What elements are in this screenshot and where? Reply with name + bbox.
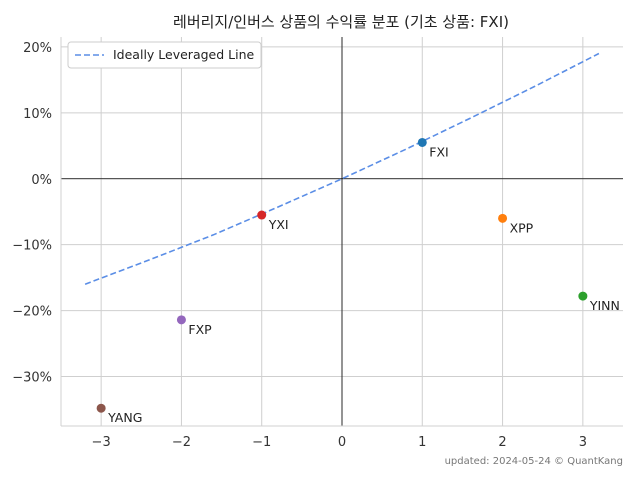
y-tick-label: −10%	[12, 239, 52, 254]
point-label-yang: YANG	[107, 410, 142, 425]
point-yxi	[257, 210, 267, 220]
y-tick-label: −30%	[12, 371, 52, 386]
point-yang	[96, 403, 106, 413]
x-tick-label: 0	[338, 435, 346, 450]
x-tick-label: −1	[252, 435, 271, 450]
legend-label: Ideally Leveraged Line	[113, 47, 255, 62]
point-xpp	[498, 213, 508, 223]
ideal-line-group	[84, 52, 600, 285]
y-tick-labels: 20% 10% 0% −10% −20% −30%	[12, 41, 52, 386]
y-tick-label: −20%	[12, 305, 52, 320]
plot-frame	[60, 37, 623, 427]
x-tick-label: 3	[579, 435, 587, 450]
point-label-yxi: YXI	[268, 217, 289, 232]
point-label-yinn: YINN	[589, 298, 620, 313]
point-label-fxi: FXI	[429, 144, 448, 159]
x-tick-labels: −3 −2 −1 0 1 2 3	[92, 435, 587, 450]
x-tick-label: −3	[92, 435, 111, 450]
ideal-leveraged-line	[84, 52, 600, 285]
point-label-fxp: FXP	[188, 322, 212, 337]
point-fxi	[417, 137, 427, 147]
point-label-xpp: XPP	[510, 220, 534, 235]
y-tick-label: 0%	[31, 173, 52, 188]
point-yinn	[578, 291, 588, 301]
legend-box	[67, 41, 262, 69]
y-tick-label: 20%	[23, 41, 52, 56]
chart-title: 레버리지/인버스 상품의 수익률 분포 (기초 상품: FXI)	[173, 13, 509, 31]
x-tick-label: 1	[418, 435, 426, 450]
x-tick-label: −2	[172, 435, 191, 450]
zero-axes	[61, 37, 623, 426]
legend: Ideally Leveraged Line	[67, 41, 262, 69]
point-fxp	[176, 315, 186, 325]
data-points: FXI YXI XPP YINN FXP YANG	[96, 137, 620, 425]
x-tick-label: 2	[498, 435, 506, 450]
footer-credit: updated: 2024-05-24 © QuantKang	[445, 456, 623, 467]
y-tick-label: 10%	[23, 107, 52, 122]
